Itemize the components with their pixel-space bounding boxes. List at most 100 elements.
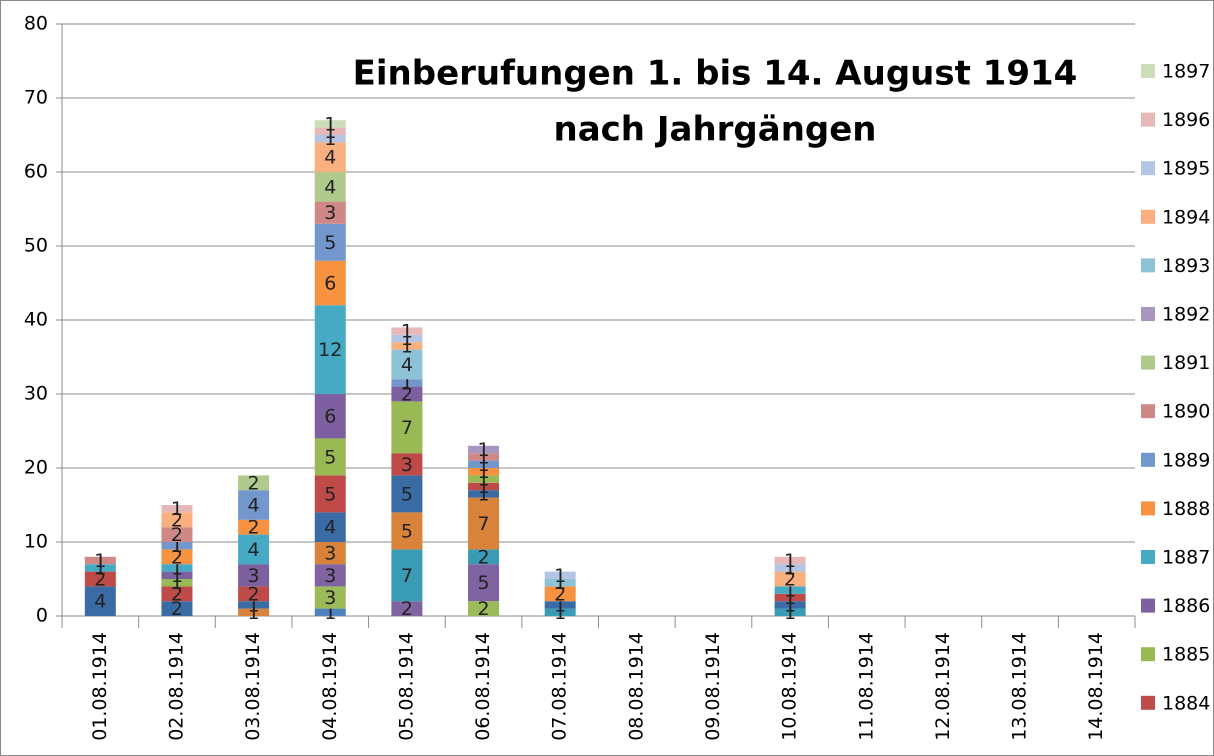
data-label: 5 (401, 483, 413, 505)
data-label: 4 (324, 517, 336, 539)
legend-label: 1888 (1162, 498, 1210, 520)
bar-segment (774, 593, 806, 602)
legend-label: 1894 (1162, 206, 1210, 228)
bar-segment (161, 571, 193, 579)
bar-segment (84, 556, 116, 565)
bar-segment (161, 549, 193, 565)
y-tick-label: 10 (24, 531, 48, 553)
data-label: 1 (94, 550, 106, 572)
data-label: 1 (554, 565, 566, 587)
legend-label: 1884 (1162, 692, 1210, 714)
bar-segment (468, 453, 500, 461)
chart-title: Einberufungen 1. bis 14. August 1914 (353, 54, 1078, 94)
x-tick-label: 11.08.1914 (855, 632, 877, 741)
data-label: 1 (401, 321, 413, 343)
data-label: 5 (324, 232, 336, 254)
x-tick-label: 06.08.1914 (472, 632, 494, 741)
bar-segment (314, 542, 346, 565)
bar-segment (84, 586, 116, 616)
legend-swatch (1141, 209, 1155, 224)
data-label: 1 (477, 439, 489, 461)
bar-segment (391, 349, 423, 380)
data-label: 3 (401, 454, 413, 476)
data-label: 5 (324, 483, 336, 505)
data-label: 7 (477, 513, 489, 535)
data-label: 2 (94, 569, 106, 591)
bar-segment (161, 564, 193, 572)
legend-label: 1886 (1162, 595, 1210, 617)
data-label: 2 (554, 583, 566, 605)
bar-segment (238, 475, 270, 491)
data-label: 6 (324, 273, 336, 295)
bar-segment (391, 549, 423, 602)
x-tick-label: 13.08.1914 (1009, 632, 1031, 741)
data-label: 3 (324, 587, 336, 609)
legend-label: 1891 (1162, 352, 1210, 374)
bar-segment (314, 512, 346, 542)
data-label: 5 (401, 520, 413, 542)
data-label: 7 (401, 417, 413, 439)
bar-segment (238, 519, 270, 535)
data-label: 2 (248, 583, 260, 605)
legend-swatch (1141, 501, 1155, 516)
data-label: 2 (248, 517, 260, 539)
data-label: 1 (324, 113, 336, 135)
x-tick-label: 12.08.1914 (932, 632, 954, 741)
data-label: 3 (324, 565, 336, 587)
y-tick-label: 50 (24, 235, 48, 257)
bar-segment (468, 549, 500, 565)
bar-segment (314, 142, 346, 172)
data-label: 2 (171, 598, 183, 620)
data-label: 3 (324, 543, 336, 565)
bar-segment (161, 601, 193, 616)
legend-swatch (1141, 161, 1155, 176)
legend-label: 1892 (1162, 304, 1210, 326)
bar-segment (84, 571, 116, 587)
bar-segment (391, 601, 423, 616)
bar-segment (468, 564, 500, 602)
legend-label: 1889 (1162, 449, 1210, 471)
legend-swatch (1141, 307, 1155, 321)
data-label: 4 (401, 354, 413, 376)
y-tick-label: 60 (24, 161, 48, 183)
data-label: 2 (171, 546, 183, 568)
bar-segment (238, 608, 270, 616)
bar-segment (314, 305, 346, 394)
bar-segment (468, 601, 500, 616)
y-tick-label: 20 (24, 457, 48, 479)
bar-segment (161, 527, 193, 542)
bar-segment (161, 579, 193, 587)
data-label: 2 (477, 546, 489, 568)
x-tick-label: 03.08.1914 (242, 632, 264, 741)
data-label: 7 (401, 565, 413, 587)
legend-label: 1895 (1162, 158, 1210, 180)
bar-segment (238, 490, 270, 520)
legend-swatch (1141, 112, 1155, 127)
y-tick-label: 0 (36, 605, 48, 627)
data-label: 6 (324, 406, 336, 428)
bar-segment (468, 460, 500, 468)
y-tick-label: 30 (24, 383, 48, 405)
bar-segment (391, 386, 423, 402)
bar-segment (314, 608, 346, 616)
x-tick-label: 01.08.1914 (89, 632, 111, 741)
bar-segment (314, 120, 346, 128)
bar-segment (468, 475, 500, 483)
bar-segment (314, 201, 346, 224)
bar-segment (314, 223, 346, 261)
bar-segment (161, 542, 193, 550)
legend-swatch (1141, 404, 1155, 419)
bar-segment (161, 586, 193, 602)
bar-segment (391, 401, 423, 454)
x-tick-label: 02.08.1914 (165, 632, 187, 741)
bar-segment (238, 586, 270, 602)
bar-segment (314, 127, 346, 135)
bar-segment (314, 172, 346, 202)
y-tick-label: 40 (24, 309, 48, 331)
legend-label: 1885 (1162, 644, 1210, 666)
bar-segment (314, 475, 346, 513)
legend-swatch (1141, 258, 1155, 273)
bar-segment (774, 556, 806, 565)
data-label: 5 (324, 446, 336, 468)
